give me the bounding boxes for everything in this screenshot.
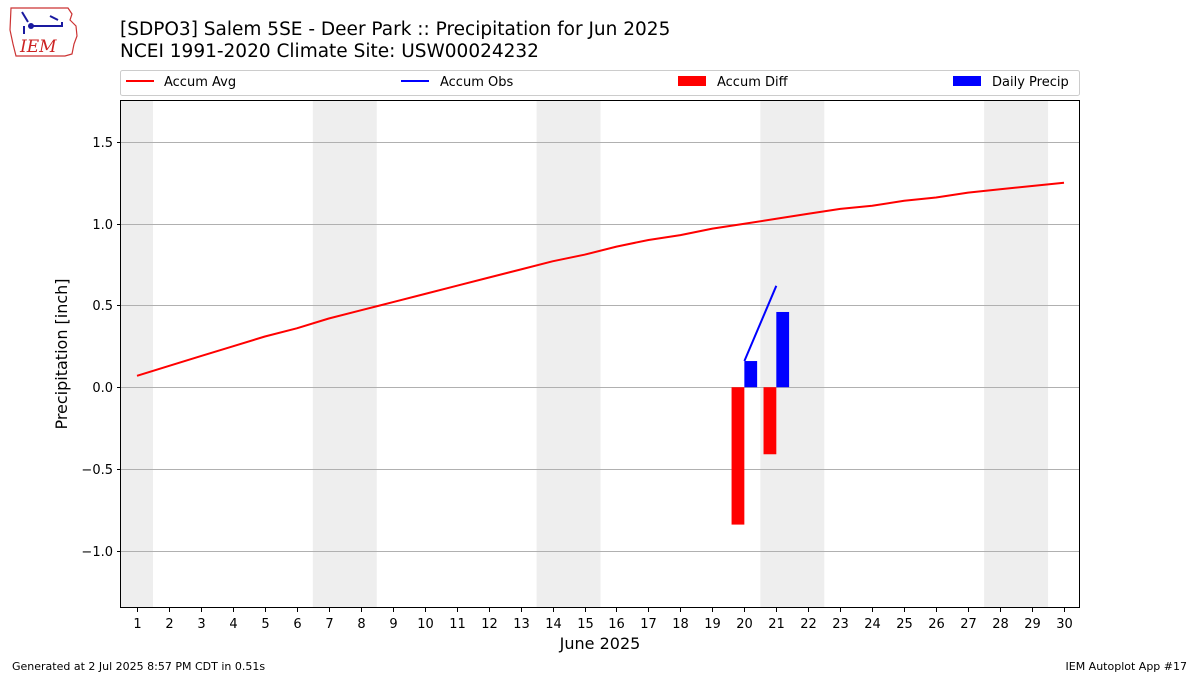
y-tick-label: 0.5	[92, 299, 113, 314]
x-tick-label: 22	[800, 617, 817, 632]
weekend-band-2	[312, 101, 377, 608]
x-tick-label: 21	[768, 617, 785, 632]
x-tick-label: 12	[481, 617, 498, 632]
x-tick-label: 18	[672, 617, 689, 632]
generated-timestamp: Generated at 2 Jul 2025 8:57 PM CDT in 0…	[12, 660, 265, 673]
x-tick-label: 14	[545, 617, 562, 632]
weekend-band-3	[536, 101, 601, 608]
x-tick-label: 11	[449, 617, 466, 632]
y-axis-label: Precipitation [inch]	[52, 278, 71, 429]
weekend-shading	[121, 101, 1049, 608]
accum-obs-line	[743, 285, 778, 362]
bars	[731, 311, 790, 525]
legend-swatch-daily-precip	[953, 76, 981, 86]
x-tick-label: 4	[229, 617, 237, 632]
y-axis-ticks: −1.0 −0.5 0.0 0.5 1.0 1.5	[81, 136, 121, 560]
accum-avg-line	[136, 181, 1065, 377]
x-axis-label: June 2025	[559, 634, 641, 653]
accum-diff-bar	[763, 387, 777, 455]
x-tick-label: 20	[736, 617, 753, 632]
x-tick-label: 3	[197, 617, 205, 632]
y-tick-label: 0.0	[92, 381, 113, 396]
plot-frame	[120, 100, 1080, 608]
x-tick-label: 5	[261, 617, 269, 632]
accum-diff-bar	[731, 387, 745, 525]
legend: Accum Avg Accum Obs Accum Diff Daily Pre…	[120, 70, 1080, 96]
x-tick-label: 8	[357, 617, 365, 632]
x-tick-label: 9	[389, 617, 397, 632]
x-tick-label: 15	[577, 617, 594, 632]
daily-precip-bar	[776, 311, 790, 388]
weather-station-icon	[21, 11, 63, 34]
chart-subtitle: NCEI 1991-2020 Climate Site: USW00024232	[120, 41, 539, 62]
legend-label-accum-avg: Accum Avg	[164, 75, 236, 90]
legend-label-accum-obs: Accum Obs	[440, 75, 513, 90]
autoplot-app-label: IEM Autoplot App #17	[1066, 660, 1188, 673]
weekend-band-1	[121, 101, 153, 608]
lines	[136, 181, 1065, 377]
x-tick-label: 1	[133, 617, 141, 632]
x-tick-label: 19	[704, 617, 721, 632]
x-tick-label: 10	[417, 617, 434, 632]
x-tick-label: 6	[293, 617, 301, 632]
weekend-band-5	[984, 101, 1049, 608]
y-tick-label: −0.5	[81, 463, 113, 478]
x-tick-label: 27	[960, 617, 977, 632]
x-tick-label: 25	[896, 617, 913, 632]
x-axis-ticks: 1 2 3 4 5 6 7 8 9 10 11 12 13 14 15 16 17 18 19 20 21 22 23 24 2…	[133, 608, 1073, 632]
weekend-band-4	[760, 101, 825, 608]
legend-label-accum-diff: Accum Diff	[717, 75, 789, 90]
legend-swatch-accum-diff	[678, 76, 706, 86]
y-tick-label: 1.5	[92, 136, 113, 151]
x-tick-label: 13	[513, 617, 530, 632]
x-tick-label: 17	[640, 617, 657, 632]
x-tick-label: 7	[325, 617, 333, 632]
x-tick-label: 2	[165, 617, 173, 632]
x-tick-label: 24	[864, 617, 881, 632]
x-tick-label: 26	[928, 617, 945, 632]
gauge-dot-icon	[28, 23, 34, 29]
legend-label-daily-precip: Daily Precip	[992, 75, 1069, 90]
chart-title: [SDPO3] Salem 5SE - Deer Park :: Precipi…	[120, 19, 670, 40]
x-tick-label: 28	[992, 617, 1009, 632]
x-tick-label: 16	[608, 617, 625, 632]
y-tick-label: −1.0	[81, 545, 113, 560]
daily-precip-bar	[744, 361, 758, 388]
grid-lines	[121, 142, 1080, 552]
x-tick-label: 23	[832, 617, 849, 632]
logo-text: IEM	[19, 37, 57, 57]
x-tick-label: 30	[1056, 617, 1073, 632]
iem-logo: IEM	[9, 7, 78, 57]
x-tick-label: 29	[1024, 617, 1041, 632]
y-tick-label: 1.0	[92, 218, 113, 233]
legend-box	[120, 70, 1080, 96]
